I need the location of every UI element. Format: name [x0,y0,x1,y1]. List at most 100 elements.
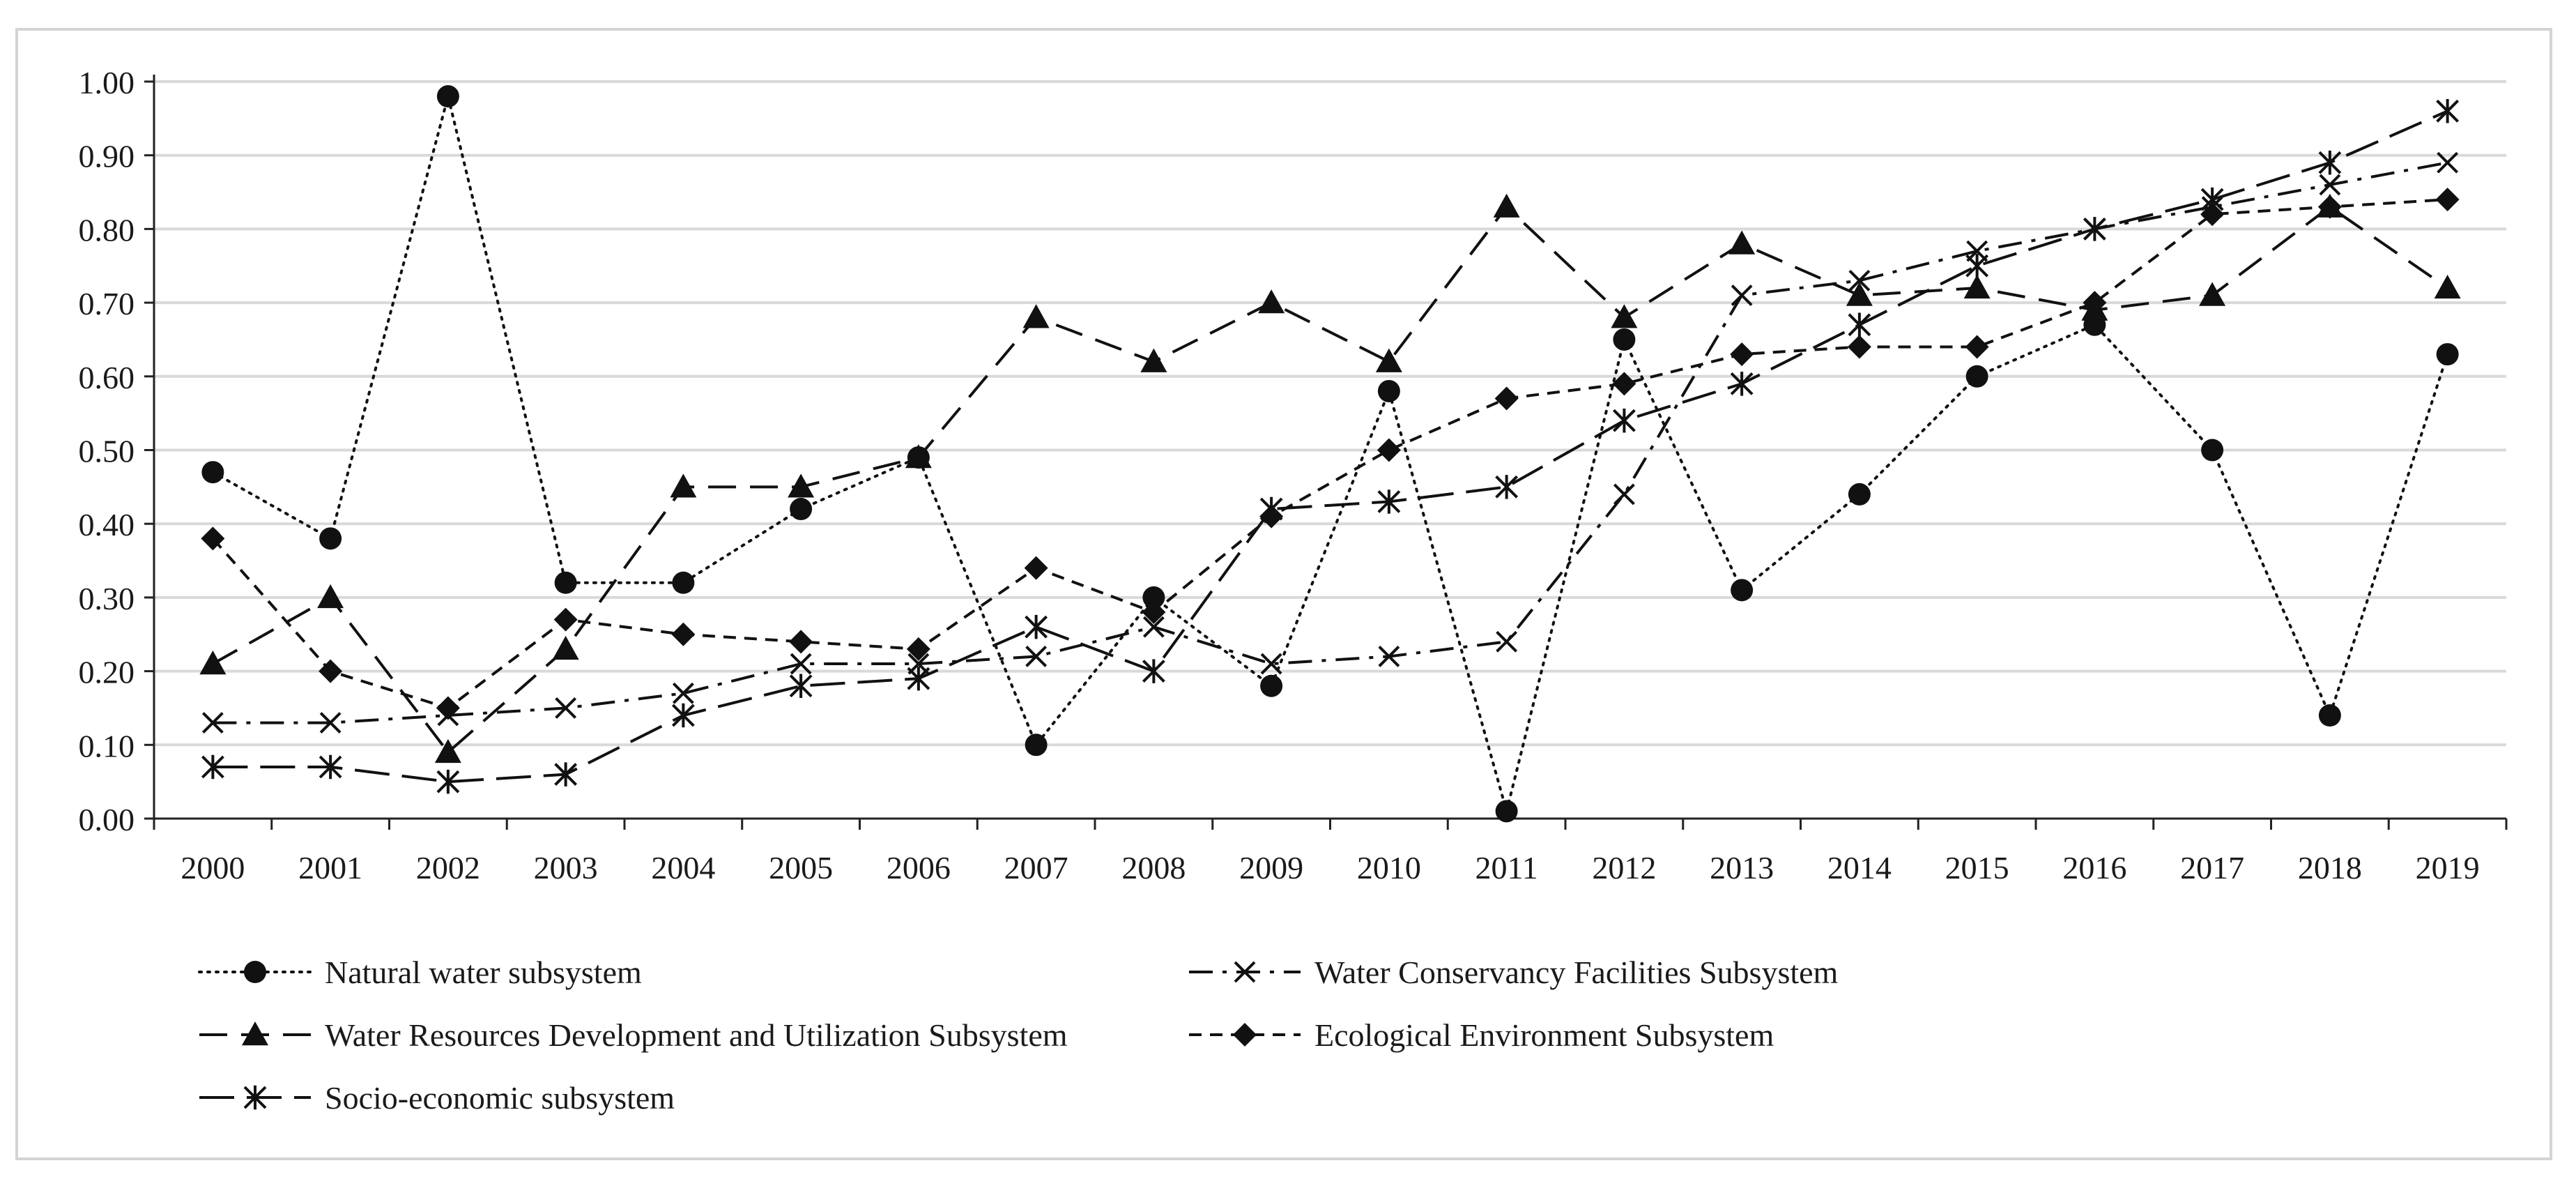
data-point-ecological-environment-subsystem [906,637,930,661]
y-tick-label: 0.80 [79,212,135,248]
x-tick-label: 2006 [887,850,951,886]
series-line-ecological-environment-subsystem [211,198,2448,710]
data-point-socio-economic-subsystem [1965,254,1989,278]
data-point-water-conservancy-facilities-subsystem [201,712,224,734]
data-point-water-resources-development-and-utilization-subsystem [788,473,815,498]
data-point-socio-economic-subsystem [907,666,930,691]
data-point-natural-water-subsystem [1613,328,1636,351]
gridlines [154,80,2506,747]
data-point-water-conservancy-facilities-subsystem [672,682,694,704]
series-line-water-conservancy-facilities-subsystem [213,161,2448,724]
series-water-conservancy-facilities-subsystem [201,151,2459,734]
data-point-socio-economic-subsystem [554,762,578,787]
data-point-natural-water-subsystem [2318,704,2341,727]
data-point-ecological-environment-subsystem [2317,195,2342,219]
x-tick-label: 2010 [1357,850,1421,886]
x-tick-label: 2012 [1592,850,1656,886]
data-point-water-resources-development-and-utilization-subsystem [1846,282,1873,306]
data-point-socio-economic-subsystem [2318,151,2342,175]
data-point-water-resources-development-and-utilization-subsystem [434,738,461,763]
x-tick-label: 2001 [298,850,362,886]
axes: 0.00 0.10 0.20 0.30 0.40 0.50 0.60 0.70 0.80 0.90… [79,65,2508,886]
legend-marker-x [1234,961,1256,983]
x-tick-label: 2002 [416,850,480,886]
legend-item-socio-economic-subsystem: Socio-economic subsystem [199,1080,675,1116]
data-point-socio-economic-subsystem [1377,489,1401,514]
legend-marker-circle [244,961,266,983]
data-point-ecological-environment-subsystem [1377,438,1401,462]
data-point-natural-water-subsystem [436,85,459,108]
legend-marker-triangle [242,1021,268,1046]
series-water-resources-development-and-utilization-subsystem [199,193,2461,763]
data-point-water-conservancy-facilities-subsystem [319,712,342,734]
legend-marker-diamond [1233,1023,1257,1047]
data-point-water-conservancy-facilities-subsystem [1496,630,1518,653]
x-tick-label: 2003 [534,850,598,886]
data-point-socio-economic-subsystem [201,754,224,780]
data-point-water-conservancy-facilities-subsystem [1025,646,1048,667]
data-point-water-resources-development-and-utilization-subsystem [2199,282,2226,306]
y-tick-label: 0.90 [79,139,135,174]
data-point-socio-economic-subsystem [1259,496,1283,522]
series-ecological-environment-subsystem [201,188,2460,720]
x-tick-label: 2016 [2062,850,2126,886]
data-point-socio-economic-subsystem [789,674,813,698]
legend-marker-star [243,1085,267,1110]
data-point-socio-economic-subsystem [2436,99,2460,123]
data-point-ecological-environment-subsystem [436,696,460,720]
data-point-water-resources-development-and-utilization-subsystem [199,651,227,675]
data-point-natural-water-subsystem [1260,674,1283,697]
data-point-ecological-environment-subsystem [2435,188,2460,212]
data-point-water-conservancy-facilities-subsystem [2319,174,2341,196]
series-group [199,85,2461,823]
data-point-ecological-environment-subsystem [1024,556,1048,580]
data-point-water-resources-development-and-utilization-subsystem [1140,348,1167,372]
y-tick-label: 1.00 [79,65,135,100]
data-point-ecological-environment-subsystem [671,622,696,646]
data-point-natural-water-subsystem [1848,482,1871,506]
data-point-socio-economic-subsystem [1142,659,1165,683]
data-point-water-conservancy-facilities-subsystem [1378,646,1400,667]
data-point-water-resources-development-and-utilization-subsystem [1728,230,1756,254]
data-point-water-conservancy-facilities-subsystem [1731,284,1753,306]
x-tick-label: 2017 [2180,850,2244,886]
data-point-water-resources-development-and-utilization-subsystem [1258,289,1285,314]
data-point-natural-water-subsystem [2201,439,2224,462]
x-tick-label: 2013 [1710,850,1774,886]
y-tick-label: 0.60 [79,360,135,395]
data-point-water-conservancy-facilities-subsystem [790,653,812,675]
legend-label: Natural water subsystem [325,955,642,990]
data-point-socio-economic-subsystem [2083,217,2106,241]
y-tick-label: 0.00 [79,802,135,837]
data-point-natural-water-subsystem [554,571,577,594]
data-point-ecological-environment-subsystem [1847,335,1871,359]
data-point-natural-water-subsystem [1377,379,1400,402]
series-socio-economic-subsystem [201,99,2460,794]
data-point-ecological-environment-subsystem [2083,291,2107,315]
data-point-ecological-environment-subsystem [1730,342,1754,367]
data-point-natural-water-subsystem [672,571,695,594]
data-point-water-conservancy-facilities-subsystem [1848,269,1871,291]
legend: Natural water subsystem Water Conservancy… [198,955,1839,1116]
data-point-natural-water-subsystem [201,461,224,484]
data-point-water-resources-development-and-utilization-subsystem [905,444,932,469]
x-tick-label: 2014 [1827,850,1892,886]
y-tick-label: 0.10 [79,728,135,763]
data-point-water-resources-development-and-utilization-subsystem [1963,274,1991,299]
series-line-natural-water-subsystem [211,95,2449,813]
data-point-ecological-environment-subsystem [789,630,813,654]
x-tick-label: 2008 [1121,850,1186,886]
data-point-natural-water-subsystem [1731,579,1754,602]
line-chart: 0.00 0.10 0.20 0.30 0.40 0.50 0.60 0.70 0.80 0.90… [79,65,2508,1116]
x-tick-label: 2007 [1004,850,1068,886]
data-point-water-resources-development-and-utilization-subsystem [2434,274,2461,299]
data-point-water-conservancy-facilities-subsystem [1142,616,1165,638]
x-tick-label: 2009 [1239,850,1303,886]
data-point-socio-economic-subsystem [1848,312,1871,337]
x-tick-label: 2000 [181,850,245,886]
data-point-ecological-environment-subsystem [1965,335,1989,359]
data-point-socio-economic-subsystem [1612,408,1636,433]
x-tick-label: 2018 [2298,850,2362,886]
data-point-ecological-environment-subsystem [2200,202,2225,227]
data-point-socio-economic-subsystem [671,703,695,728]
